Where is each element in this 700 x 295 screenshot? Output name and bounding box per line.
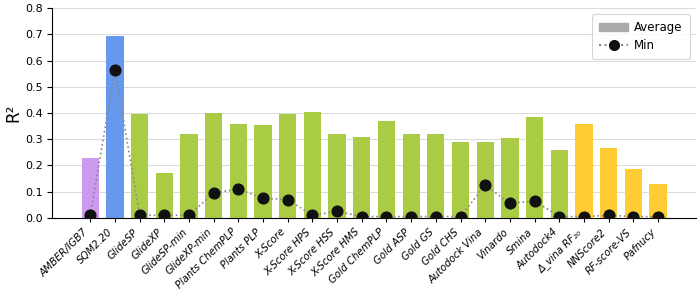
Point xyxy=(159,213,170,218)
Bar xyxy=(304,112,321,218)
Bar xyxy=(254,125,272,218)
Point xyxy=(430,214,442,219)
Point xyxy=(109,68,120,72)
Bar xyxy=(230,124,247,218)
Point xyxy=(480,183,491,188)
Bar xyxy=(131,114,148,218)
Bar xyxy=(205,113,223,218)
Point xyxy=(208,191,219,195)
Bar xyxy=(402,134,420,218)
Bar xyxy=(501,138,519,218)
Bar xyxy=(328,134,346,218)
Point xyxy=(307,213,318,218)
Point xyxy=(183,213,195,218)
Point xyxy=(628,214,639,219)
Bar xyxy=(650,184,666,218)
Point xyxy=(504,201,515,206)
Bar xyxy=(353,137,370,218)
Point xyxy=(554,214,565,219)
Bar xyxy=(575,124,592,218)
Bar xyxy=(526,117,543,218)
Bar xyxy=(106,36,124,218)
Bar xyxy=(181,134,197,218)
Bar xyxy=(378,121,395,218)
Point xyxy=(282,197,293,202)
Bar xyxy=(82,158,99,218)
Point xyxy=(578,214,589,219)
Bar xyxy=(452,142,469,218)
Point xyxy=(356,214,368,219)
Bar xyxy=(477,142,494,218)
Point xyxy=(529,199,540,203)
Point xyxy=(134,213,146,218)
Bar xyxy=(427,134,444,218)
Legend: Average, Min: Average, Min xyxy=(592,14,690,59)
Bar xyxy=(600,148,617,218)
Point xyxy=(652,214,664,219)
Point xyxy=(381,214,392,219)
Bar xyxy=(279,114,296,218)
Point xyxy=(405,214,416,219)
Point xyxy=(603,213,614,218)
Point xyxy=(332,209,343,214)
Bar xyxy=(624,169,642,218)
Point xyxy=(85,213,96,218)
Y-axis label: R²: R² xyxy=(4,104,22,122)
Bar xyxy=(551,150,568,218)
Bar xyxy=(155,173,173,218)
Point xyxy=(455,214,466,219)
Point xyxy=(233,187,244,191)
Point xyxy=(258,196,269,201)
